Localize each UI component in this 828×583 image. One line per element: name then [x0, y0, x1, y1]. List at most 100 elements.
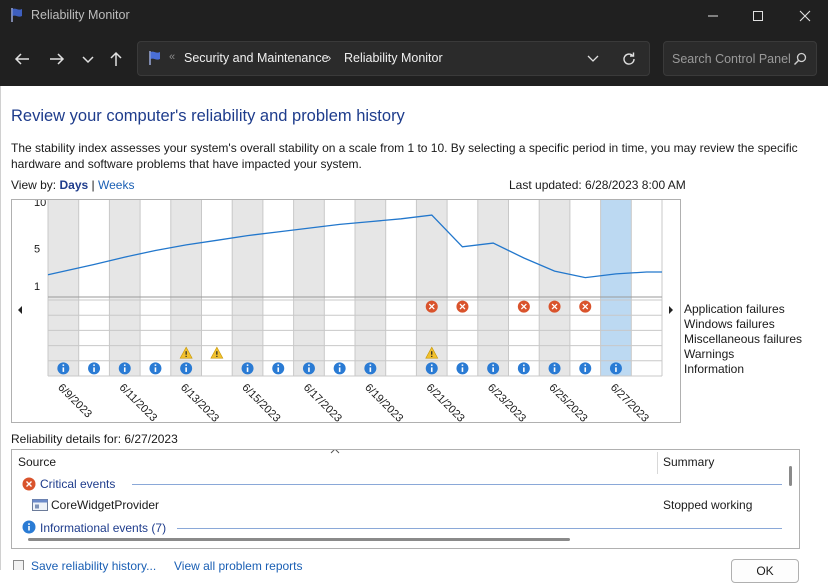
chart-column	[631, 200, 662, 376]
critical-error-icon	[22, 477, 36, 491]
x-tick-label: 6/9/2023	[55, 382, 94, 421]
y-tick-label: 10	[34, 200, 46, 209]
x-tick-label: 6/23/2023	[485, 382, 528, 422]
chart-column	[569, 200, 601, 376]
chart-column	[355, 200, 386, 376]
x-tick-label: 6/17/2023	[301, 382, 344, 422]
arrow-left-icon	[14, 53, 29, 65]
search-box[interactable]	[663, 41, 817, 76]
save-document-icon	[13, 560, 24, 570]
row-label-information: Information	[684, 362, 745, 376]
view-by-selector: View by: Days | Weeks	[11, 178, 134, 192]
content-area	[0, 86, 828, 570]
sort-caret-icon	[330, 450, 340, 454]
column-divider[interactable]	[657, 452, 658, 474]
chevron-down-icon	[82, 56, 94, 64]
refresh-icon[interactable]	[621, 51, 637, 67]
chart-column	[109, 200, 141, 376]
chart-column	[508, 200, 540, 376]
ok-button[interactable]: OK	[731, 559, 799, 583]
back-button[interactable]	[10, 47, 34, 71]
application-window-icon	[32, 499, 48, 511]
chart-column	[78, 200, 110, 376]
chart-row-labels: Application failures Windows failures Mi…	[684, 302, 802, 377]
critical-row-source[interactable]: CoreWidgetProvider	[51, 498, 160, 512]
breadcrumb-reliability-monitor[interactable]: Reliability Monitor	[344, 51, 443, 65]
row-label-warnings: Warnings	[684, 347, 735, 361]
x-tick-label: 6/25/2023	[546, 382, 589, 422]
forward-button[interactable]	[45, 47, 69, 71]
view-weeks-link[interactable]: Weeks	[97, 178, 135, 192]
arrow-right-icon	[50, 53, 65, 65]
row-label-windows-failures: Windows failures	[684, 317, 775, 331]
column-header-source[interactable]: Source	[18, 455, 57, 469]
information-icon	[22, 520, 36, 534]
chevron-down-icon[interactable]	[586, 52, 600, 66]
chart-column	[232, 200, 263, 376]
recent-locations-button[interactable]	[76, 47, 100, 71]
page-title: Review your computer's reliability and p…	[11, 107, 405, 125]
chart-column	[600, 200, 632, 376]
group-divider	[132, 484, 782, 485]
chart-column	[324, 200, 355, 376]
reliability-chart[interactable]: 10 5 1 6/9/2023 6/11/2023 6/13/2023 6/15/2023 6…	[11, 199, 681, 423]
navigation-bar: « Security and Maintenance › Reliability…	[0, 32, 828, 86]
chart-column	[140, 200, 171, 376]
chart-column	[447, 200, 478, 376]
chart-column	[48, 200, 79, 376]
stability-index-line	[47, 214, 662, 279]
save-reliability-history-link[interactable]: Save reliability history...	[31, 559, 157, 573]
x-tick-label: 6/19/2023	[362, 382, 405, 422]
x-tick-label: 6/13/2023	[178, 382, 221, 422]
y-tick-label: 5	[34, 244, 40, 256]
minimize-button[interactable]	[690, 0, 736, 32]
view-days-link[interactable]: Days	[59, 178, 89, 192]
window-title: Reliability Monitor	[31, 8, 130, 22]
flag-icon	[11, 8, 22, 22]
close-icon	[799, 10, 811, 22]
minimize-icon	[708, 15, 718, 17]
error-x-mark	[459, 303, 466, 310]
x-tick-label: 6/11/2023	[117, 382, 160, 422]
row-label-miscellaneous-failures: Miscellaneous failures	[684, 332, 803, 346]
breadcrumb-separator-icon[interactable]: ›	[327, 50, 332, 65]
horizontal-scrollbar[interactable]	[28, 538, 570, 541]
column-header-summary[interactable]: Summary	[663, 455, 715, 469]
scroll-left-arrow-icon[interactable]	[16, 304, 24, 316]
scroll-right-arrow-icon[interactable]	[667, 304, 675, 316]
breadcrumb-security-and-maintenance[interactable]: Security and Maintenance	[184, 51, 329, 65]
critical-row-summary[interactable]: Stopped working	[663, 498, 753, 512]
reliability-chart-svg[interactable]: 10 5 1 6/9/2023 6/11/2023 6/13/2023 6/15/2023 6…	[12, 200, 680, 422]
view-all-problem-reports-link[interactable]: View all problem reports	[174, 559, 303, 573]
title-bar: Reliability Monitor	[0, 0, 828, 32]
close-button[interactable]	[782, 0, 828, 32]
y-tick-label: 1	[34, 281, 40, 293]
chart-column	[477, 200, 509, 376]
page-description: The stability index assesses your system…	[11, 141, 798, 171]
row-label-application-failures: Application failures	[684, 302, 785, 316]
chart-column	[262, 200, 294, 376]
flag-icon	[149, 51, 160, 65]
view-separator: |	[91, 178, 95, 192]
view-by-label: View by:	[11, 178, 57, 192]
arrow-up-icon	[110, 51, 122, 66]
search-icon[interactable]	[793, 52, 807, 66]
details-list[interactable]: Source Summary Critical events CoreWidge…	[11, 449, 800, 549]
overflow-chevron-icon[interactable]: «	[169, 51, 176, 63]
critical-events-group[interactable]: Critical events	[40, 477, 116, 491]
error-x-mark	[428, 303, 435, 310]
address-bar[interactable]: « Security and Maintenance › Reliability…	[137, 41, 650, 76]
up-button[interactable]	[104, 47, 128, 71]
group-divider	[177, 528, 782, 529]
vertical-scrollbar[interactable]	[789, 466, 792, 486]
informational-events-group[interactable]: Informational events (7)	[40, 521, 167, 535]
maximize-icon	[753, 11, 763, 21]
error-x-mark	[520, 303, 527, 310]
chart-column	[385, 200, 417, 376]
search-input[interactable]	[672, 50, 790, 68]
x-tick-label: 6/15/2023	[239, 382, 282, 422]
error-x-mark	[582, 303, 589, 310]
error-x-mark	[551, 303, 558, 310]
maximize-button[interactable]	[735, 0, 781, 32]
x-tick-label: 6/21/2023	[424, 382, 467, 422]
